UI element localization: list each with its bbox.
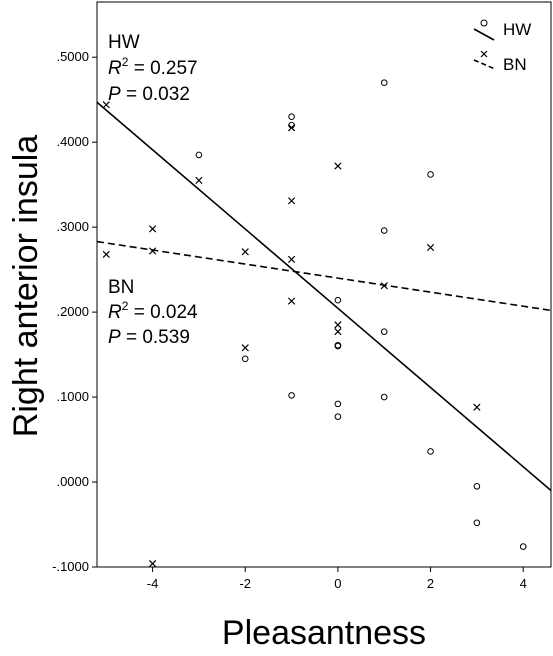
x-tick-label: -4 <box>147 576 159 591</box>
point-hw <box>334 296 342 304</box>
y-tick-label: .3000 <box>56 219 89 234</box>
fit-line-hw <box>96 101 552 492</box>
legend-bn-label: BN <box>503 55 527 74</box>
legend-item-bn: BN <box>473 50 527 74</box>
legend: HW BN <box>473 19 531 74</box>
y-tick-label: -.1000 <box>52 559 89 574</box>
y-tick-label: .0000 <box>56 474 89 489</box>
point-bn <box>148 559 157 568</box>
legend-item-hw: HW <box>473 19 531 41</box>
point-hw <box>427 171 434 178</box>
fit-line-bn <box>96 240 552 312</box>
point-hw <box>334 400 342 408</box>
point-bn <box>287 255 296 264</box>
point-hw <box>380 227 388 234</box>
annotation-hw-r2: R2 = 0.257 <box>108 55 198 79</box>
point-bn <box>334 321 342 329</box>
point-hw <box>288 113 295 120</box>
point-hw <box>473 519 481 527</box>
annotation-bn-name: BN <box>108 277 134 298</box>
legend-bn-line <box>473 59 496 70</box>
legend-hw-line <box>473 28 495 41</box>
point-bn <box>241 248 249 256</box>
point-bn <box>241 344 249 352</box>
x-tick-label: 0 <box>334 576 341 591</box>
plot-frame <box>96 1 552 568</box>
point-bn <box>473 403 481 411</box>
point-hw <box>241 355 249 363</box>
point-bn <box>102 250 110 258</box>
legend-hw-label: HW <box>503 20 531 39</box>
point-hw <box>195 151 203 159</box>
point-hw <box>380 79 388 87</box>
x-axis-title: Pleasantness <box>222 614 426 652</box>
point-bn <box>426 243 435 252</box>
point-bn <box>148 247 157 255</box>
point-hw <box>380 328 388 335</box>
point-bn <box>102 101 110 109</box>
annotation-bn: BN R2 = 0.024 P = 0.539 <box>108 277 198 348</box>
point-bn <box>287 197 296 205</box>
point-bn <box>287 124 296 132</box>
annotation-bn-r2: R2 = 0.024 <box>108 299 198 323</box>
y-tick-label: .1000 <box>56 389 89 404</box>
point-bn <box>334 328 342 336</box>
legend-bn-marker <box>480 50 488 58</box>
point-bn <box>195 176 203 185</box>
point-bn <box>380 282 388 290</box>
legend-hw-marker <box>480 19 488 27</box>
point-hw <box>427 448 434 455</box>
point-hw <box>473 482 481 490</box>
x-tick-label: -2 <box>239 576 251 591</box>
annotation-hw-name: HW <box>108 32 140 53</box>
annotation-bn-p: P = 0.539 <box>108 327 190 348</box>
x-tick-label: 4 <box>520 576 527 591</box>
point-hw <box>380 393 388 401</box>
y-tick-label: .5000 <box>56 49 89 64</box>
y-tick-label: .4000 <box>56 134 89 149</box>
y-tick-label: .2000 <box>56 304 89 319</box>
point-hw <box>334 413 342 420</box>
x-tick-label: 2 <box>427 576 434 591</box>
point-hw <box>288 392 295 399</box>
point-bn <box>334 162 342 170</box>
point-hw <box>519 543 527 550</box>
annotation-hw: HW R2 = 0.257 P = 0.032 <box>108 32 198 105</box>
y-axis-title: Right anterior insula <box>7 135 45 437</box>
point-bn <box>148 225 157 233</box>
point-bn <box>287 297 296 305</box>
annotation-hw-p: P = 0.032 <box>108 84 190 105</box>
point-hw <box>334 341 342 349</box>
